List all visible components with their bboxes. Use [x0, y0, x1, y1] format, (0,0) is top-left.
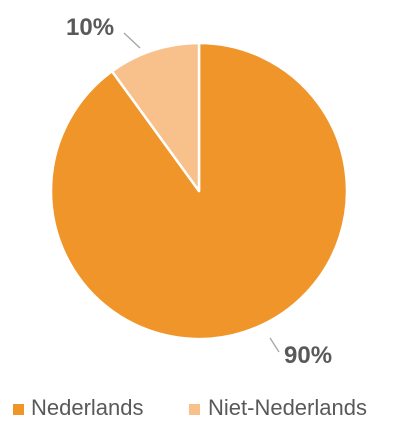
legend-item-niet-nederlands: Niet-Nederlands	[189, 395, 367, 420]
data-labels: 90% 10%	[66, 14, 332, 369]
data-label-niet-nederlands: 10%	[66, 14, 114, 41]
data-label-nederlands: 90%	[284, 342, 332, 369]
leader-lines	[123, 32, 280, 353]
pie-slices	[49, 41, 349, 341]
legend-label-niet-nederlands: Niet-Nederlands	[208, 395, 367, 420]
leader-line-niet-nederlands	[123, 32, 141, 49]
legend-swatch-niet-nederlands	[189, 404, 200, 415]
legend: Nederlands Niet-Nederlands	[13, 395, 367, 420]
legend-item-nederlands: Nederlands	[13, 395, 144, 420]
legend-label-nederlands: Nederlands	[31, 395, 144, 420]
legend-swatch-nederlands	[13, 404, 24, 415]
pie-slice-niet-nederlands	[110, 41, 201, 193]
leader-line-nederlands	[269, 337, 280, 353]
